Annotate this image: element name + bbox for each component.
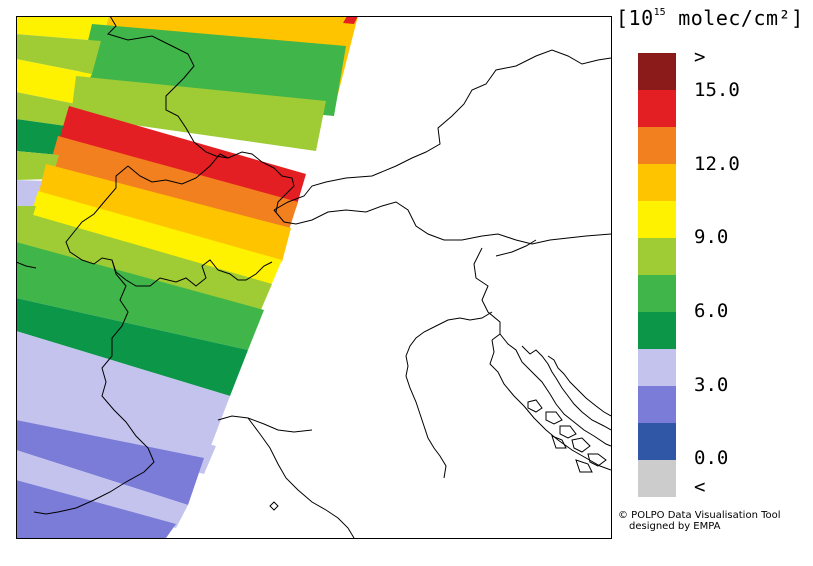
units-label: [1015 molec/cm²] bbox=[616, 6, 804, 30]
map-canvas[interactable] bbox=[16, 16, 611, 538]
swath-stripe bbox=[16, 450, 188, 528]
swath-stripe bbox=[58, 106, 306, 208]
map-panel[interactable] bbox=[16, 16, 611, 538]
swath-stripe bbox=[16, 59, 92, 104]
swath-stripe bbox=[16, 92, 76, 126]
credit-line-2: designed by EMPA bbox=[629, 521, 721, 532]
border-line bbox=[16, 261, 37, 269]
swath-stripe bbox=[16, 214, 272, 312]
colorbar-swatch bbox=[638, 312, 676, 349]
colorbar-swatch bbox=[638, 201, 676, 238]
colorbar-swatch bbox=[638, 90, 676, 127]
island-outline bbox=[551, 435, 567, 449]
colorbar-label-underflow: < bbox=[694, 476, 706, 498]
coastline bbox=[499, 333, 611, 447]
swath-stripe bbox=[16, 242, 264, 350]
colorbar-label-3: 3.0 bbox=[694, 374, 729, 396]
border-line bbox=[127, 153, 229, 185]
island-outline bbox=[587, 453, 607, 467]
colorbar-swatch bbox=[638, 275, 676, 312]
colorbar-label-12: 12.0 bbox=[694, 153, 740, 175]
colorbar-swatch bbox=[638, 423, 676, 460]
units-prefix: [10 bbox=[616, 6, 654, 30]
border-line bbox=[473, 247, 501, 341]
credit-text: © POLPO Data Visualisation Tool designed… bbox=[618, 510, 781, 532]
colorbar-swatch bbox=[638, 53, 676, 90]
island-outline bbox=[545, 411, 563, 425]
island-outline bbox=[571, 437, 591, 453]
coastline bbox=[405, 311, 493, 479]
island-outline bbox=[575, 459, 593, 473]
coastline bbox=[247, 417, 355, 538]
colorbar-label-0: 0.0 bbox=[694, 447, 729, 469]
swath-stripe bbox=[16, 119, 66, 155]
colorbar-swatch bbox=[638, 164, 676, 201]
border-line bbox=[495, 239, 537, 257]
island-outline bbox=[559, 425, 577, 439]
swath-stripe bbox=[71, 76, 326, 151]
border-line bbox=[273, 49, 611, 211]
colorbar bbox=[638, 53, 676, 497]
border-line bbox=[65, 165, 273, 287]
border-line bbox=[107, 16, 229, 159]
swath-stripe bbox=[16, 420, 204, 505]
swath-stripe bbox=[16, 298, 248, 396]
colorbar-label-9: 9.0 bbox=[694, 226, 729, 248]
border-line bbox=[273, 201, 611, 245]
coastline bbox=[489, 339, 611, 471]
coastline bbox=[521, 345, 611, 431]
swath-stripe bbox=[16, 480, 176, 538]
swath-stripe bbox=[49, 136, 298, 236]
colorbar-label-overflow: > bbox=[694, 46, 706, 68]
coastline bbox=[547, 355, 611, 417]
map-outlines bbox=[16, 16, 611, 538]
data-swath bbox=[16, 16, 358, 538]
colorbar-swatch bbox=[638, 127, 676, 164]
border-line bbox=[227, 151, 295, 213]
credit-line-1: © POLPO Data Visualisation Tool bbox=[618, 510, 781, 521]
colorbar-label-6: 6.0 bbox=[694, 300, 729, 322]
colorbar-swatch bbox=[638, 238, 676, 275]
units-suffix: molec/cm²] bbox=[665, 6, 804, 30]
swath-stripe bbox=[16, 34, 101, 74]
border-line bbox=[33, 259, 155, 515]
swath-stripe bbox=[16, 16, 109, 41]
colorbar-swatch bbox=[638, 349, 676, 386]
colorbar-swatch bbox=[638, 460, 676, 497]
coastline bbox=[217, 415, 313, 433]
swath-stripe bbox=[343, 16, 358, 24]
colorbar-swatch bbox=[638, 386, 676, 423]
island-outline bbox=[269, 501, 279, 511]
colorbar-label-15: 15.0 bbox=[694, 79, 740, 101]
island-outline bbox=[527, 399, 543, 413]
swath-stripe bbox=[38, 164, 291, 262]
units-exponent: 15 bbox=[653, 7, 666, 18]
